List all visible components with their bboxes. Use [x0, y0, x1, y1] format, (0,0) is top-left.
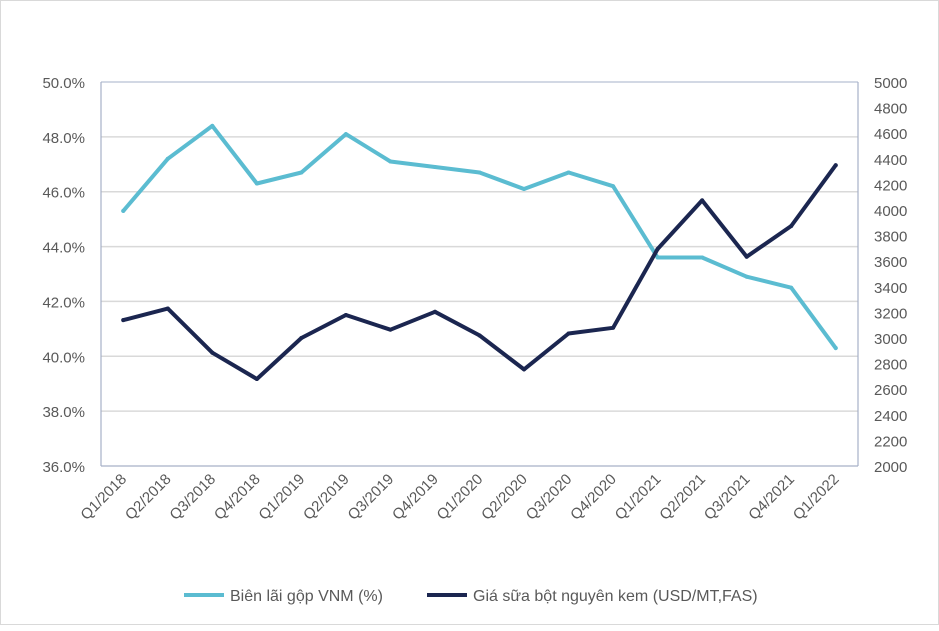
- left-tick-label: 40.0%: [42, 349, 85, 366]
- data-point: [165, 306, 170, 311]
- data-point: [254, 181, 259, 186]
- series-line-2: [121, 163, 838, 381]
- data-point: [388, 327, 393, 332]
- data-point: [343, 312, 348, 317]
- left-tick-label: 46.0%: [42, 185, 85, 202]
- right-tick-label: 3200: [874, 305, 907, 322]
- gridlines: [101, 136, 858, 412]
- right-tick-label: 2000: [874, 459, 907, 476]
- data-point: [477, 333, 482, 338]
- x-tick-label: Q3/2018: [166, 471, 219, 524]
- data-point: [611, 325, 616, 330]
- data-point: [744, 274, 749, 279]
- right-tick-label: 4000: [874, 203, 907, 220]
- x-tick-label: Q3/2021: [701, 471, 754, 524]
- data-point: [833, 163, 838, 168]
- right-axis-ticks: 2000 2200 2400 2600 2800 3000 3200 3400 3600 3800…: [874, 75, 907, 476]
- data-point: [522, 367, 527, 372]
- left-tick-label: 36.0%: [42, 459, 85, 476]
- left-tick-label: 50.0%: [42, 75, 85, 92]
- data-point: [477, 170, 482, 175]
- data-point: [700, 255, 705, 260]
- left-tick-label: 42.0%: [42, 294, 85, 311]
- data-point: [789, 224, 794, 228]
- axes: [100, 81, 859, 467]
- left-tick-label: 38.0%: [42, 404, 85, 421]
- right-tick-label: 4200: [874, 177, 907, 194]
- x-tick-label: Q1/2021: [612, 471, 665, 524]
- right-tick-label: 3600: [874, 254, 907, 271]
- x-tick-label: Q4/2019: [389, 471, 442, 524]
- data-point: [700, 198, 705, 203]
- data-point: [388, 159, 393, 164]
- right-tick-label: 4600: [874, 126, 907, 143]
- data-point: [611, 184, 616, 189]
- x-axis-ticks: Q1/2018Q2/2018Q3/2018Q4/2018Q1/2019Q2/20…: [77, 471, 842, 524]
- data-point: [210, 350, 215, 355]
- data-point: [566, 331, 571, 336]
- legend-label: Biên lãi gộp VNM (%): [230, 588, 383, 605]
- x-tick-label: Q4/2021: [745, 471, 798, 524]
- data-point: [254, 376, 259, 381]
- data-point: [121, 208, 126, 213]
- x-tick-label: Q2/2019: [300, 471, 353, 524]
- legend: Biên lãi gộp VNM (%) Giá sữa bột nguyên k…: [184, 588, 758, 605]
- right-tick-label: 3800: [874, 229, 907, 246]
- data-point: [655, 255, 660, 260]
- x-tick-label: Q2/2020: [478, 471, 531, 524]
- data-point: [299, 336, 304, 340]
- data-point: [432, 309, 437, 314]
- right-tick-label: 2800: [874, 357, 907, 374]
- series-lines: [121, 123, 838, 381]
- right-tick-label: 2200: [874, 433, 907, 450]
- legend-label: Giá sữa bột nguyên kem (USD/MT,FAS): [473, 588, 758, 605]
- x-tick-label: Q1/2019: [255, 471, 308, 524]
- x-tick-label: Q4/2020: [567, 471, 620, 524]
- data-point: [432, 165, 437, 170]
- right-tick-label: 4400: [874, 152, 907, 169]
- data-point: [833, 346, 838, 351]
- x-tick-label: Q1/2018: [77, 471, 130, 524]
- x-tick-label: Q3/2020: [523, 471, 576, 524]
- data-point: [655, 247, 660, 252]
- data-point: [789, 285, 794, 290]
- x-tick-label: Q3/2019: [345, 471, 398, 524]
- data-point: [744, 254, 749, 259]
- x-tick-label: Q2/2018: [122, 471, 175, 524]
- x-tick-label: Q1/2022: [790, 471, 843, 524]
- left-tick-label: 48.0%: [42, 130, 85, 147]
- data-point: [121, 318, 126, 323]
- left-axis-ticks: 36.0% 38.0% 40.0% 42.0% 44.0% 46.0% 48.0% 50.0%: [42, 75, 85, 476]
- right-tick-label: 5000: [874, 75, 907, 92]
- x-tick-label: Q1/2020: [434, 471, 487, 524]
- data-point: [165, 156, 170, 161]
- data-point: [566, 170, 571, 175]
- right-tick-label: 3400: [874, 280, 907, 297]
- left-tick-label: 44.0%: [42, 240, 85, 257]
- x-tick-label: Q2/2021: [656, 471, 709, 524]
- right-tick-label: 2600: [874, 382, 907, 399]
- right-tick-label: 2400: [874, 408, 907, 425]
- right-tick-label: 3000: [874, 331, 907, 348]
- data-point: [299, 170, 304, 175]
- data-point: [522, 186, 527, 191]
- data-point: [343, 132, 348, 137]
- data-point: [210, 123, 215, 128]
- x-tick-label: Q4/2018: [211, 471, 264, 524]
- right-tick-label: 4800: [874, 101, 907, 118]
